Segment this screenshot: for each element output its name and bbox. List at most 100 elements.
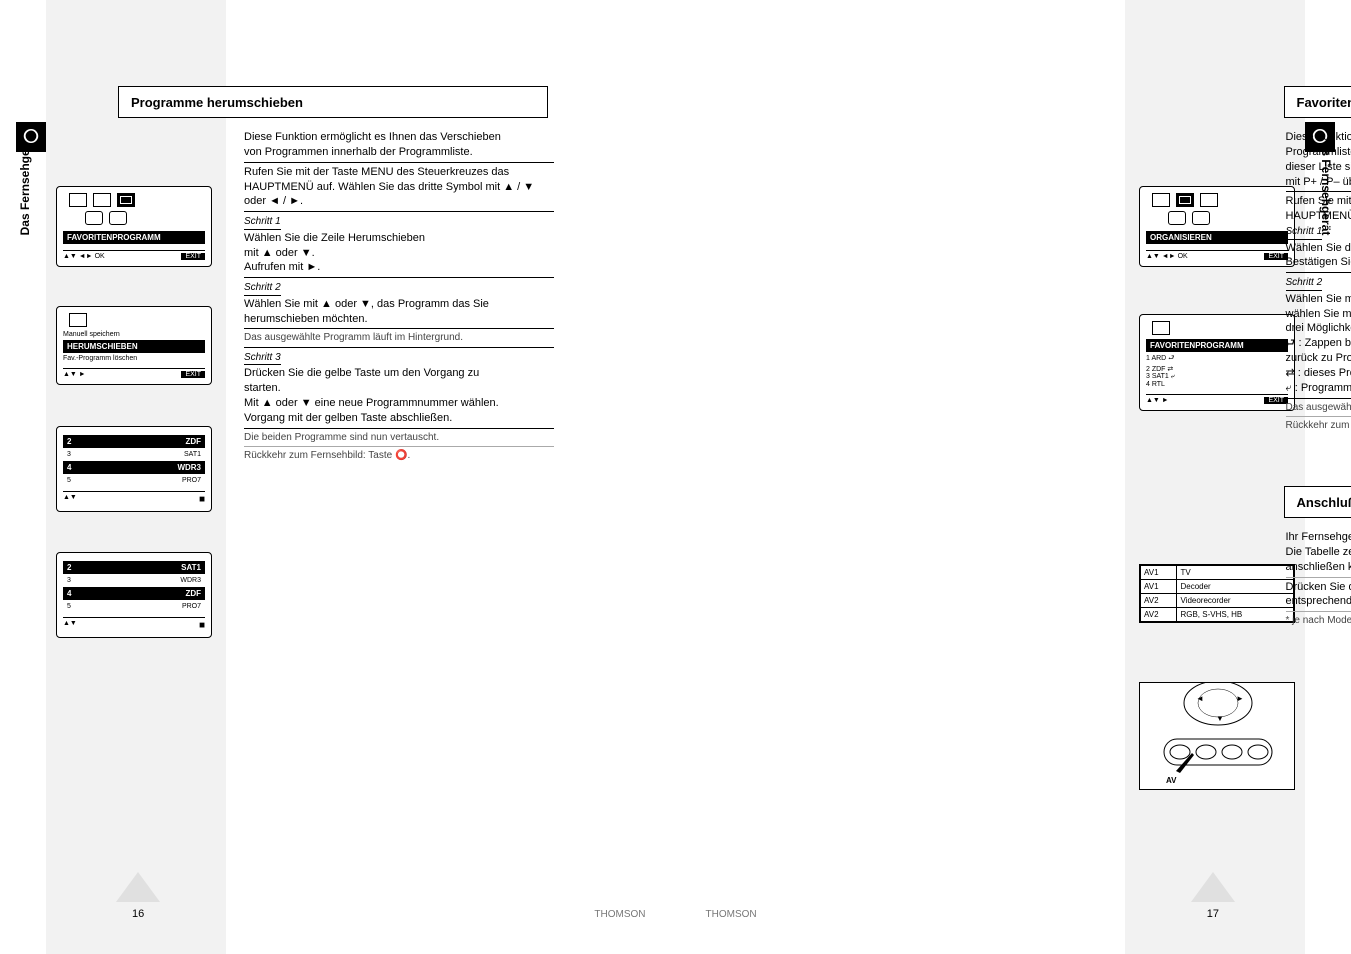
step-line: drei Möglichkeiten: xyxy=(1286,321,1351,336)
intro-line: Diese Funktion ermöglicht es Ihnen eine … xyxy=(1286,130,1351,145)
step-line: zurück zu Programm Nr. 1. xyxy=(1286,351,1351,366)
step-note: Die beiden Programme sind nun vertauscht… xyxy=(244,431,554,445)
menu-icon xyxy=(1192,211,1210,225)
step-line: Wählen Sie das zweite Symbol mit ▲ / ▼ o… xyxy=(1286,241,1351,256)
table-row: AV2 RGB, S-VHS, HB xyxy=(1141,608,1294,622)
svg-text:◄: ◄ xyxy=(1196,694,1204,703)
heading-right-top: Favoriten-Programmliste xyxy=(1284,86,1351,118)
osd-footer-icon: ■ xyxy=(199,620,205,631)
osd-row: 2SAT1 xyxy=(63,561,205,574)
remote-illustration: ◄ ► ▼ AV xyxy=(1139,682,1295,790)
step-line: Vorgang mit der gelben Taste abschließen… xyxy=(244,411,554,426)
osd-line: 4 RTL xyxy=(1146,381,1288,388)
menu-icon-selected xyxy=(1176,193,1194,207)
step-label: Schritt 3 xyxy=(244,351,281,366)
osd-highlight: ORGANISIEREN xyxy=(1146,231,1288,244)
step-line: Drücken Sie die gelbe Taste um den Vorga… xyxy=(244,366,554,381)
step-line: mit ▲ oder ▼. xyxy=(244,246,554,261)
step-note: Das ausgewählte Programm läuft im Hinter… xyxy=(244,331,554,345)
osd-highlight: FAVORITENPROGRAMM xyxy=(63,231,205,244)
step-line: Drücken Sie die Taste AV um auf die xyxy=(1286,580,1351,595)
page-number-left: 16 xyxy=(132,908,144,920)
intro-line: von Programmen innerhalb der Programmlis… xyxy=(244,145,554,160)
osd-line: 1 ARD ⮐ xyxy=(1146,354,1288,365)
osd-row: 4ZDF xyxy=(63,587,205,600)
step-label: Schritt 2 xyxy=(244,281,281,296)
intro-line: Ihr Fernsehgerät verfügt über 2 SCART-Bu… xyxy=(1286,530,1351,545)
menu-icon xyxy=(69,313,87,327)
step-line: starten. xyxy=(244,381,554,396)
osd-highlight: FAVORITENPROGRAMM xyxy=(1146,339,1288,352)
step-line: entsprechende Buchse umzuschalten. xyxy=(1286,594,1351,609)
intro-line: HAUPTMENÜ auf. Wählen Sie das dritte Sym… xyxy=(244,180,554,210)
osd-row: 5PRO7 xyxy=(63,602,205,611)
intro-line: HAUPTMENÜ auf. xyxy=(1286,209,1351,224)
heading-left: Programme herumschieben xyxy=(118,86,548,118)
menu-icon-selected xyxy=(117,193,135,207)
osd-footer-nav: ▲▼ xyxy=(63,494,77,505)
brand-label: THOMSON xyxy=(594,909,645,920)
step-label: Schritt 1 xyxy=(1286,225,1323,240)
step-line: ⇄ : dieses Programm wird beim Zappen dur… xyxy=(1286,366,1351,381)
step-line: wählen Sie mit ◄ / ► zwischen den folgen… xyxy=(1286,307,1351,322)
brand-label: THOMSON xyxy=(706,909,757,920)
menu-icon xyxy=(1200,193,1218,207)
remote-caption: AV xyxy=(1166,776,1177,785)
menu-icon xyxy=(1168,211,1186,225)
menu-icon xyxy=(1152,193,1170,207)
osd-footer-exit: EXIT xyxy=(181,253,205,260)
osd-footer-exit: EXIT xyxy=(181,371,205,378)
step-line: Wählen Sie die Zeile Herumschieben xyxy=(244,231,554,246)
osd-line: 2 ZDF ⇄ xyxy=(1146,365,1288,373)
table-row: AV1 Decoder xyxy=(1141,580,1294,594)
footer-triangle-icon xyxy=(116,872,160,902)
content-right-top: Diese Funktion ermöglicht es Ihnen eine … xyxy=(1286,130,1351,433)
menu-icon xyxy=(1152,321,1170,335)
osd-footer-icon: ■ xyxy=(199,494,205,505)
heading-right-bottom: Anschluß von Zusatzgeräten xyxy=(1284,486,1351,518)
step-note: Rückkehr zum Fernsehbild: Taste ⭕. xyxy=(1286,419,1351,433)
osd-footer-nav: ▲▼ ◄► OK xyxy=(1146,253,1188,260)
osd-line: Manuell speichern xyxy=(63,331,205,338)
osd-line: 3 SAT1 ⤶ xyxy=(1146,373,1288,381)
svg-text:►: ► xyxy=(1236,694,1244,703)
menu-icon xyxy=(85,211,103,225)
osd-thumb-3-left: 2ZDF 3SAT1 4WDR3 5PRO7 ▲▼ ■ xyxy=(56,426,212,512)
connection-table: AV1 TV AV1 Decoder AV2 Videorecorder AV2… xyxy=(1139,564,1295,623)
intro-line: anschließen können. xyxy=(1286,560,1351,575)
step-note: Das ausgewählte Programm läuft im Hinter… xyxy=(1286,401,1351,415)
step-label: Schritt 2 xyxy=(1286,276,1323,291)
osd-thumb-4-left: 2SAT1 3WDR3 4ZDF 5PRO7 ▲▼ ■ xyxy=(56,552,212,638)
osd-footer-exit: EXIT xyxy=(1264,397,1288,404)
osd-highlight: HERUMSCHIEBEN xyxy=(63,340,205,353)
table-row: AV1 TV xyxy=(1141,566,1294,580)
intro-line: Rufen Sie mit der Taste MENU des Steuerk… xyxy=(1286,194,1351,209)
step-line: ⤶ : Programm wird beim Zappen übersprung… xyxy=(1286,381,1351,396)
intro-line: Programmliste zu erstellen. Programme di… xyxy=(1286,145,1351,160)
osd-row: 3SAT1 xyxy=(63,450,205,459)
step-line: Wählen Sie mit ▲ oder ▼, das Programm da… xyxy=(244,297,554,312)
step-line: Mit ▲ oder ▼ eine neue Programmnummer wä… xyxy=(244,396,554,411)
osd-footer-nav: ▲▼ ► xyxy=(63,371,86,378)
svg-text:▼: ▼ xyxy=(1216,714,1224,723)
badge-circle-left: ⭘ xyxy=(16,122,46,152)
content-right-bottom: Ihr Fernsehgerät verfügt über 2 SCART-Bu… xyxy=(1286,530,1351,628)
page-number-right: 17 xyxy=(1207,908,1219,920)
osd-thumb-2-right: FAVORITENPROGRAMM 1 ARD ⮐ 2 ZDF ⇄ 3 SAT1… xyxy=(1139,314,1295,411)
step-line: herumschieben möchten. xyxy=(244,312,554,327)
intro-line: Die Tabelle zeigt welches Gerät Sie an w… xyxy=(1286,545,1351,560)
osd-line: Fav.-Programm löschen xyxy=(63,355,205,362)
osd-footer-nav: ▲▼ ◄► OK xyxy=(63,253,105,260)
osd-footer-nav: ▲▼ xyxy=(63,620,77,631)
intro-line: mit P+ / P– übersprungen. xyxy=(1286,175,1351,190)
step-line: Wählen Sie mit ▲ oder ▼ ein Programm und xyxy=(1286,292,1351,307)
osd-footer-nav: ▲▼ ► xyxy=(1146,397,1169,404)
osd-row: 4WDR3 xyxy=(63,461,205,474)
step-line: ⮐ : Zappen bis zu diesem Programm und wi… xyxy=(1286,336,1351,351)
intro-line: Rufen Sie mit der Taste MENU des Steuerk… xyxy=(244,165,554,180)
menu-icon xyxy=(109,211,127,225)
osd-thumb-1-right: ORGANISIEREN ▲▼ ◄► OK EXIT xyxy=(1139,186,1295,267)
osd-thumb-1-left: FAVORITENPROGRAMM ▲▼ ◄► OK EXIT xyxy=(56,186,212,267)
content-left: Diese Funktion ermöglicht es Ihnen das V… xyxy=(244,130,554,463)
osd-row: 3WDR3 xyxy=(63,576,205,585)
